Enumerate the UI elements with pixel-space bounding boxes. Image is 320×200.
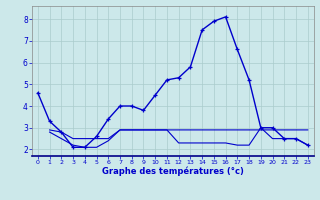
X-axis label: Graphe des températures (°c): Graphe des températures (°c) bbox=[102, 167, 244, 176]
